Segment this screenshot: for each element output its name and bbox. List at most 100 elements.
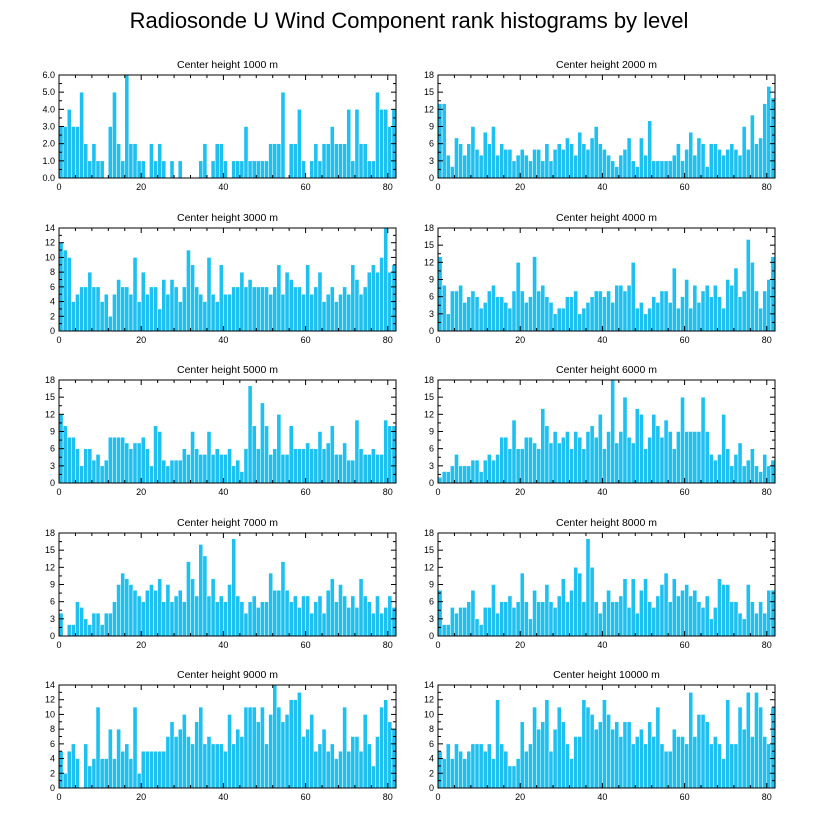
histogram-bar — [210, 578, 216, 637]
histogram-bar — [745, 149, 751, 179]
y-tick-label: 12 — [45, 238, 55, 248]
histogram-bar — [251, 425, 257, 484]
histogram-bar — [528, 296, 533, 332]
histogram-bar — [639, 414, 644, 484]
histogram-bar — [684, 431, 689, 484]
histogram-bar — [87, 271, 93, 332]
histogram-bar — [317, 271, 323, 332]
histogram-bar — [647, 721, 652, 789]
histogram-bar — [643, 154, 648, 179]
histogram-bar — [149, 750, 154, 789]
histogram-bar — [120, 750, 126, 789]
histogram-bar — [128, 584, 134, 637]
histogram-bar — [75, 293, 80, 332]
histogram-bar — [329, 286, 335, 332]
histogram-bar — [639, 137, 644, 179]
y-tick-label: 12 — [45, 409, 55, 419]
histogram-bar — [725, 699, 731, 789]
histogram-bar — [482, 302, 488, 332]
histogram-bar — [737, 706, 743, 789]
y-tick-label: 0 — [429, 173, 434, 183]
histogram-bar — [87, 448, 93, 484]
histogram-bar — [700, 143, 706, 179]
histogram-bar — [462, 302, 468, 332]
histogram-bar — [441, 103, 447, 179]
y-tick-label: 0 — [429, 478, 434, 488]
histogram-bar — [383, 607, 389, 637]
histogram-bar — [108, 316, 113, 332]
histogram-bar — [713, 284, 718, 332]
histogram-bar — [466, 601, 472, 637]
x-tick-label: 80 — [383, 487, 393, 497]
histogram-bar — [157, 578, 162, 637]
y-tick-label: 4 — [429, 754, 434, 764]
histogram-bar — [280, 561, 286, 637]
histogram-bar — [186, 736, 191, 789]
histogram-bar — [729, 284, 735, 332]
histogram-bar — [387, 721, 393, 789]
histogram-bar — [182, 601, 187, 637]
histogram-bar — [371, 765, 376, 789]
histogram-bar — [519, 448, 525, 484]
histogram-bar — [713, 736, 718, 789]
histogram-bar — [235, 160, 241, 179]
histogram-bar — [565, 137, 570, 179]
histogram-bar — [161, 459, 167, 484]
histogram-bar — [519, 572, 525, 637]
y-tick-label: 2 — [50, 311, 55, 321]
histogram-bar — [66, 624, 72, 637]
histogram-bar — [305, 264, 310, 332]
histogram-bar — [544, 584, 550, 637]
histogram-bar — [655, 425, 661, 484]
histogram-bar — [202, 301, 208, 332]
histogram-bar — [721, 154, 726, 179]
histogram-bar — [487, 607, 492, 637]
histogram-bar — [99, 624, 105, 637]
histogram-bar — [651, 736, 657, 789]
histogram-bar — [626, 137, 632, 179]
histogram-bar — [565, 743, 570, 789]
y-tick-label: 18 — [45, 375, 55, 385]
histogram-bar — [342, 442, 347, 484]
histogram-bar — [499, 296, 505, 332]
histogram-bar — [536, 601, 541, 637]
histogram-bar — [371, 264, 376, 332]
histogram-bar — [462, 154, 468, 179]
histogram-bar — [762, 736, 768, 789]
histogram-bar — [309, 612, 315, 637]
histogram-bar — [210, 454, 216, 484]
histogram-bar — [577, 313, 583, 332]
histogram-bar — [334, 301, 339, 332]
histogram-bar — [87, 765, 93, 789]
histogram-bar — [454, 612, 459, 637]
y-tick-label: 6 — [50, 739, 55, 749]
histogram-bar — [663, 160, 669, 179]
histogram-bar — [297, 448, 302, 484]
histogram-bar — [507, 149, 513, 179]
histogram-bar — [173, 286, 179, 332]
histogram-bar — [478, 624, 484, 637]
histogram-bar — [157, 431, 162, 484]
histogram-bar — [651, 414, 657, 484]
histogram-bar — [635, 408, 640, 484]
histogram-bar — [173, 459, 179, 484]
histogram-bar — [511, 765, 517, 789]
histogram-bar — [561, 149, 566, 179]
histogram-bar — [663, 290, 669, 332]
panel-title: Center height 3000 m — [177, 212, 278, 224]
histogram-bar — [676, 307, 681, 332]
histogram-bar — [272, 143, 278, 179]
panel-title: Center height 9000 m — [177, 669, 278, 681]
histogram-bar — [725, 584, 731, 637]
histogram-bar — [169, 721, 175, 789]
histogram-bar — [573, 736, 578, 789]
histogram-bar — [672, 267, 677, 332]
histogram-bar — [651, 296, 657, 332]
histogram-bar — [684, 149, 689, 179]
histogram-bar — [329, 425, 335, 484]
histogram-bar — [194, 448, 199, 484]
histogram-bar — [672, 728, 677, 789]
histogram-panel-10: Center height 10000 m 0 20 40 60 80 0 2 4 6 8 10 12 1… — [424, 669, 776, 802]
histogram-bar — [362, 143, 368, 179]
histogram-bar — [630, 262, 636, 332]
